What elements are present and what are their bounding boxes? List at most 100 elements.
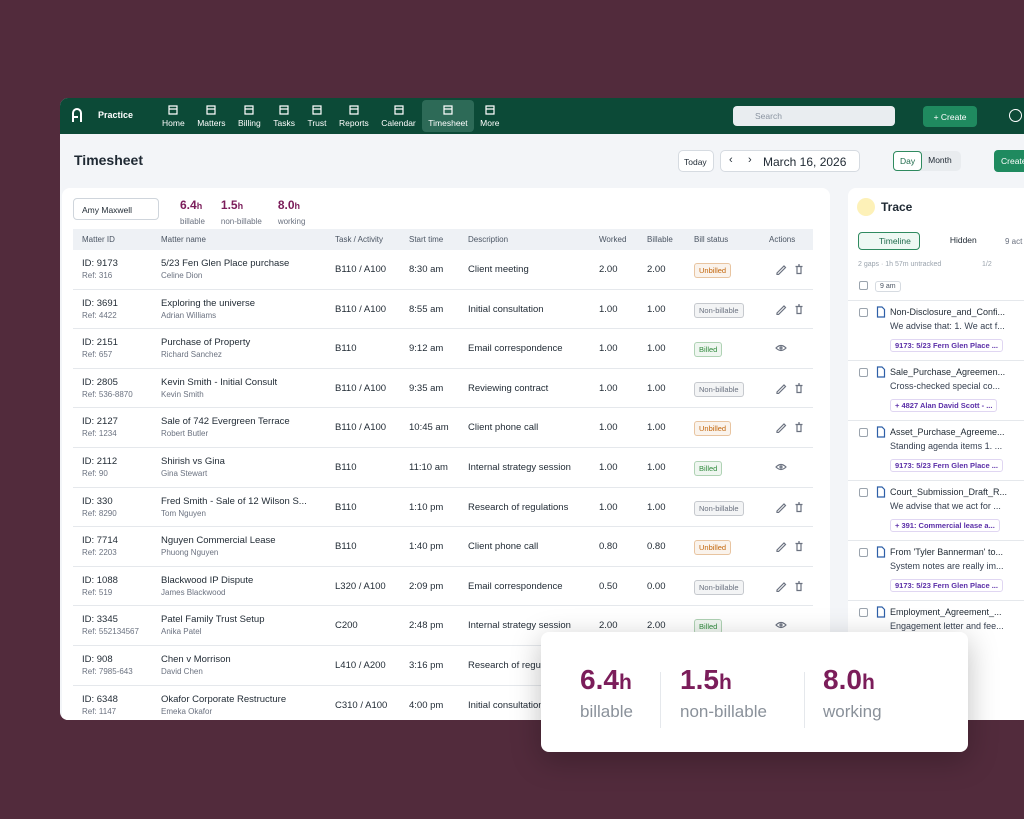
action[interactable]	[793, 421, 805, 436]
icon	[876, 546, 886, 558]
nav-item[interactable]: More	[474, 100, 505, 132]
date-picker[interactable]: ‹ › March 16, 2026	[720, 150, 860, 172]
checkbox[interactable]	[859, 368, 868, 377]
action[interactable]	[775, 461, 787, 476]
column-header: Billable	[647, 235, 673, 244]
checkbox[interactable]	[859, 608, 868, 617]
item-title: Sale_Purchase_Agreemen...	[890, 367, 1006, 377]
nav-label: Home	[162, 118, 185, 128]
stat-label: non-billable	[680, 702, 767, 721]
trace-panel: Trace Timeline Hidden 9 act 2 gaps · 1h 5…	[848, 188, 1024, 720]
icon	[776, 265, 787, 276]
nav-item[interactable]: Matters	[191, 100, 231, 132]
icon	[776, 581, 787, 592]
create-entry[interactable]: Create	[994, 150, 1024, 172]
item-text: System notes are really im...	[890, 561, 1004, 571]
search[interactable]: Search	[733, 106, 895, 126]
stat: 8.0h working	[278, 196, 306, 226]
stat-number: 6.4	[180, 198, 197, 212]
billable: 1.00	[647, 343, 666, 355]
bill-status: Non-billable	[694, 579, 744, 595]
pager[interactable]: 1/2	[982, 261, 992, 268]
icon	[312, 105, 322, 115]
matter-tag: 9173: 5/23 Fern Glen Place ...	[890, 579, 1003, 592]
action[interactable]	[775, 540, 787, 555]
user-select[interactable]: Amy Maxwell	[73, 198, 159, 220]
table-row: ID: 9173 Ref: 316 5/23 Fen Glen Place purc…	[73, 250, 813, 290]
trace-tab[interactable]: Hidden	[949, 235, 977, 245]
matter-ref: Ref: 7985-643	[82, 667, 133, 676]
task: B110 / A100	[335, 303, 387, 315]
action[interactable]	[775, 580, 787, 595]
checkbox[interactable]	[859, 488, 868, 497]
start: 9:12 am	[409, 343, 444, 355]
task: B110 / A100	[335, 422, 387, 434]
matter-tag: + 4827 Alan David Scott - ...	[890, 399, 998, 412]
icon	[795, 581, 803, 591]
action[interactable]	[775, 619, 787, 634]
page-title: Timesheet	[74, 152, 143, 168]
checkbox[interactable]	[859, 281, 868, 290]
icon	[776, 304, 787, 315]
description: Initial consultation	[468, 303, 544, 315]
nav-label: Tasks	[273, 118, 295, 128]
nav-item[interactable]: Trust	[301, 100, 332, 132]
view-option[interactable]: Day	[893, 151, 923, 171]
matter-ref: Ref: 552134567	[82, 627, 139, 637]
app-window: Practice Home Matters Billing Tasks Trust Rep…	[60, 98, 1024, 720]
client: Anika Patel	[161, 627, 202, 637]
checkbox[interactable]	[859, 308, 868, 317]
bill-status: Billed	[694, 619, 723, 635]
trace-tab[interactable]: Timeline	[858, 232, 920, 250]
action[interactable]	[793, 540, 805, 555]
nav-item[interactable]: Reports	[333, 100, 375, 132]
billable: 2.00	[647, 620, 666, 632]
checkbox[interactable]	[859, 548, 868, 557]
create-button[interactable]: + Create	[923, 106, 977, 127]
timesheet-panel: Amy Maxwell 6.4h billable 1.5h non-billable…	[62, 188, 830, 720]
matter-name: Shirish vs Gina	[161, 456, 225, 467]
action[interactable]	[775, 501, 787, 516]
matter-id: ID: 9173	[82, 258, 118, 269]
icon	[775, 463, 787, 471]
checkbox[interactable]	[859, 428, 868, 437]
stat: 6.4h billable	[580, 664, 633, 722]
divider	[804, 672, 805, 728]
action[interactable]	[775, 382, 787, 397]
action[interactable]	[793, 501, 805, 516]
action[interactable]	[793, 580, 805, 595]
matter-name: Nguyen Commercial Lease	[161, 535, 276, 547]
action[interactable]	[775, 421, 787, 436]
action[interactable]	[793, 382, 805, 397]
nav-item[interactable]: Tasks	[267, 100, 301, 132]
workspace-menu[interactable]: Practice	[98, 110, 134, 120]
description: Research of regulations	[468, 660, 569, 671]
help[interactable]	[1009, 109, 1022, 122]
matter-ref: Ref: 1147	[82, 706, 117, 716]
prev[interactable]: ‹	[729, 154, 733, 166]
icon	[776, 502, 787, 513]
matter-ref: Ref: 657	[82, 350, 113, 360]
task: L320 / A100	[335, 580, 386, 592]
view-option[interactable]: Month	[928, 155, 952, 165]
nav-item[interactable]: Home	[156, 100, 191, 132]
action[interactable]	[775, 342, 787, 357]
stat-number: 1.5	[680, 664, 719, 695]
action[interactable]	[793, 303, 805, 318]
action[interactable]	[793, 263, 805, 278]
item-text: Cross-checked special co...	[890, 381, 1001, 391]
today-button[interactable]: Today	[678, 150, 714, 172]
nav-item[interactable]: Timesheet	[422, 100, 474, 132]
nav-label: Billing	[238, 118, 261, 128]
nav-item[interactable]: Calendar	[375, 100, 422, 132]
description: Internal strategy session	[468, 620, 571, 632]
matter-ref: Ref: 519	[82, 587, 113, 597]
action[interactable]	[775, 263, 787, 278]
stat-label: billable	[180, 217, 205, 226]
table-row: ID: 2805 Ref: 536-8870 Kevin Smith - Initi…	[73, 369, 813, 409]
matter-name: Exploring the universe	[161, 297, 255, 309]
action[interactable]	[775, 303, 787, 318]
nav-item[interactable]: Billing	[232, 100, 267, 132]
next[interactable]: ›	[748, 154, 752, 166]
